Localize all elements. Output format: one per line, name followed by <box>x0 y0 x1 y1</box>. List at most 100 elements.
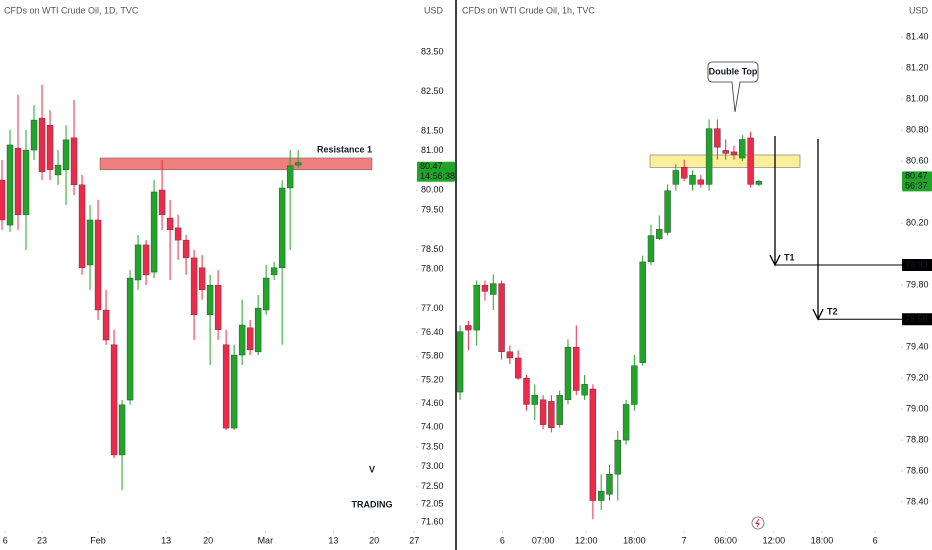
y-tick-label: 74.00 <box>421 422 444 432</box>
candle-body <box>198 267 206 291</box>
candle-body <box>705 128 713 185</box>
candle-body <box>0 179 6 221</box>
y-tick-label: 79.50 <box>421 204 444 214</box>
candle-body <box>514 357 522 379</box>
candle-body <box>182 239 190 259</box>
target-price-tag <box>902 313 932 326</box>
candle-body <box>739 139 746 159</box>
candle-body <box>747 137 754 185</box>
x-tick-label: 12:00 <box>763 535 786 545</box>
candle-body <box>531 394 538 405</box>
y-tick-label: 79.40 <box>906 342 929 352</box>
candle-body <box>564 346 572 401</box>
y-tick-label: 80.00 <box>421 185 444 195</box>
y-tick-label: 83.50 <box>421 47 444 57</box>
candle-body <box>631 365 638 405</box>
y-tick-label: 74.60 <box>421 398 444 408</box>
y-tick-label: 80.60 <box>906 156 929 166</box>
candle-body <box>697 179 704 185</box>
candle-body <box>94 219 102 311</box>
zone-label: Resistance 1 <box>317 144 372 154</box>
candle-body <box>238 324 246 356</box>
chart-header: CFDs on WTI Crude Oil, 1D, TVC <box>4 5 139 15</box>
candle-body <box>286 165 294 189</box>
candle-body <box>680 167 688 179</box>
y-tick-label: 72.05 <box>421 499 444 509</box>
zone <box>99 157 373 171</box>
candle-body <box>78 184 86 268</box>
y-tick-label: 81.00 <box>421 145 444 155</box>
target-label: T2 <box>827 307 838 317</box>
candle-body <box>639 261 646 363</box>
zone <box>649 154 801 168</box>
candle-body <box>278 187 286 268</box>
x-tick-label: 13 <box>161 535 171 545</box>
candle-body <box>490 283 497 295</box>
candle-body <box>656 229 663 239</box>
candle-body <box>54 164 62 176</box>
x-tick-label: Feb <box>90 535 106 545</box>
y-tick-label: 75.80 <box>421 351 444 361</box>
y-tick-label: 79.20 <box>906 373 929 383</box>
logo-text: TRADING <box>352 499 393 509</box>
y-tick-label: 81.00 <box>906 94 929 104</box>
candle-body <box>589 388 597 501</box>
icon-bolt <box>755 518 760 528</box>
y-tick-label: 72.50 <box>421 481 444 491</box>
y-tick-label: 81.20 <box>906 63 929 73</box>
lightning-icon[interactable] <box>751 516 765 530</box>
currency-label: USD <box>424 5 444 15</box>
candle-body <box>523 377 530 405</box>
candle-body <box>506 351 514 359</box>
target-price-label: 79.93 <box>905 259 928 269</box>
x-tick-label: 20 <box>203 535 213 545</box>
x-tick-label: 20 <box>369 535 379 545</box>
candle-body <box>14 147 22 216</box>
candle-body <box>22 149 30 216</box>
candle-body <box>142 244 150 276</box>
y-tick-label: 80.80 <box>906 125 929 135</box>
candle-body <box>222 344 230 429</box>
candle-body <box>270 267 278 276</box>
candle-body <box>498 283 505 352</box>
x-tick-label: 13 <box>328 535 338 545</box>
candle-body <box>102 309 110 341</box>
candle-body <box>262 277 270 311</box>
candle-body <box>214 284 222 330</box>
candle-body <box>606 474 613 495</box>
x-tick-label: 6 <box>3 535 8 545</box>
candle-body <box>548 401 555 428</box>
candle-body <box>86 219 94 266</box>
y-tick-label: 79.80 <box>906 280 929 290</box>
candle-body <box>730 151 738 156</box>
last-price-label: 80.47 <box>420 161 443 171</box>
y-tick-label: 73.50 <box>421 441 444 451</box>
x-tick-label: 18:00 <box>811 535 834 545</box>
candle-body <box>46 124 54 171</box>
candle-body <box>597 491 605 501</box>
y-tick-label: 79.00 <box>906 403 929 413</box>
x-tick-label: 12:00 <box>575 535 598 545</box>
x-tick-label: 18:00 <box>623 535 646 545</box>
candle-body <box>456 331 464 393</box>
last-price-label: 80.47 <box>905 171 928 181</box>
logo-mark: V <box>369 464 375 474</box>
candle-body <box>722 150 729 154</box>
x-tick-label: 07:00 <box>532 535 555 545</box>
target-price-label: 79.58 <box>905 314 928 324</box>
x-tick-label: Mar <box>258 535 274 545</box>
candle-body <box>158 189 166 216</box>
y-tick-label: 78.00 <box>421 264 444 274</box>
target-label: T1 <box>784 252 795 262</box>
candle-body <box>246 327 254 351</box>
y-tick-label: 82.50 <box>421 86 444 96</box>
y-tick-label: 73.00 <box>421 461 444 471</box>
candle-body <box>714 128 721 148</box>
candle-body <box>622 404 630 441</box>
y-tick-label: 75.20 <box>421 374 444 384</box>
target-price-tag <box>902 259 932 271</box>
candle-body <box>6 144 14 226</box>
countdown-label: 14:56:38 <box>420 171 455 181</box>
